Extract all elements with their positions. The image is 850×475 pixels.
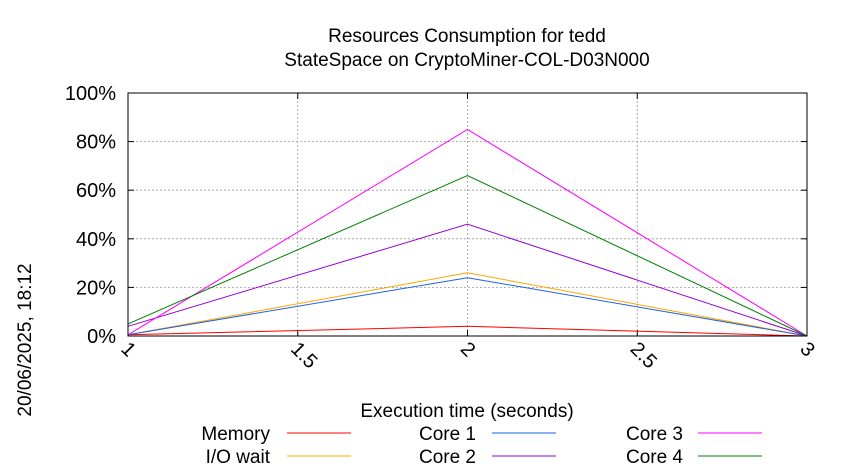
- y-tick-label: 60%: [76, 180, 116, 202]
- series-line-i-o-wait: [127, 272, 808, 337]
- x-tick-label: 3: [795, 338, 818, 361]
- series-line-core-4: [127, 175, 808, 337]
- x-tick-label: 2.5: [626, 338, 661, 373]
- x-axis-label: Execution time (seconds): [360, 401, 573, 422]
- series-line-core-1: [127, 277, 808, 337]
- series-line-memory: [127, 325, 808, 337]
- y-tick-label: 80%: [76, 132, 116, 154]
- chart-title: Resources Consumption for tedd: [328, 26, 606, 47]
- legend-label: Core 3: [626, 424, 683, 445]
- y-tick-label: 0%: [87, 326, 116, 348]
- y-tick-label: 100%: [65, 83, 116, 105]
- grid: [128, 93, 807, 336]
- timestamp-label: 20/06/2025, 18:12: [15, 263, 36, 416]
- legend-label: Core 4: [626, 447, 683, 468]
- series-line-core-3: [127, 128, 808, 337]
- legend-label: Memory: [201, 424, 270, 445]
- series-lines: [127, 128, 808, 337]
- y-tick-label: 20%: [76, 277, 116, 299]
- axis-ticks: 0% 20% 40% 60% 80% 100% 1 1.5 2 2.5 3: [65, 83, 819, 373]
- legend-label: Core 1: [419, 424, 476, 445]
- chart-subtitle: StateSpace on CryptoMiner-COL-D03N000: [284, 50, 649, 71]
- x-tick-label: 2: [456, 338, 479, 361]
- x-tick-label: 1.5: [286, 338, 321, 373]
- legend-label: I/O wait: [206, 447, 271, 468]
- x-tick-label: 1: [116, 338, 139, 361]
- plot-border: [127, 92, 808, 337]
- legend-label: Core 2: [419, 447, 476, 468]
- y-tick-label: 40%: [76, 229, 116, 251]
- series-line-core-2: [127, 223, 808, 337]
